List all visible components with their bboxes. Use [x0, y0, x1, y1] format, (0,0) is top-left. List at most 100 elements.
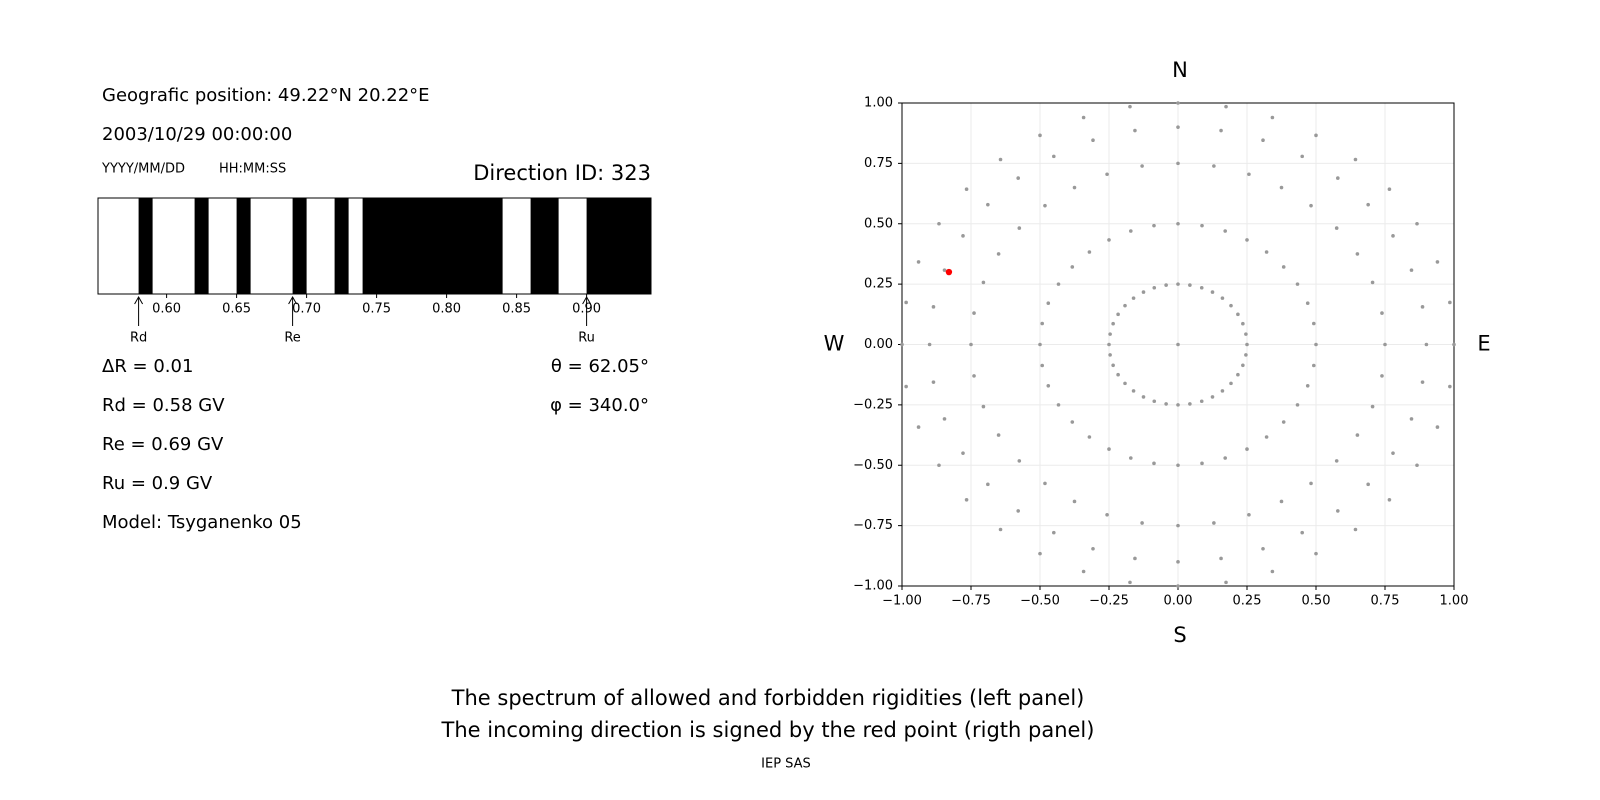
direction-point	[1133, 128, 1137, 133]
direction-point	[904, 300, 908, 305]
direction-point	[1366, 202, 1370, 207]
direction-point	[1070, 420, 1075, 424]
direction-point	[1311, 363, 1316, 368]
forbidden-band	[194, 198, 209, 294]
direction-point	[1133, 556, 1137, 561]
direction-point	[1387, 497, 1392, 502]
x-tick-label: −1.00	[882, 594, 922, 609]
x-tick-label: 0.00	[1164, 594, 1193, 609]
direction-point	[1043, 203, 1047, 208]
direction-point	[1152, 285, 1157, 290]
direction-point	[1176, 523, 1180, 528]
direction-point	[1072, 185, 1077, 190]
y-tick-label: 0.50	[864, 216, 893, 231]
forbidden-band	[586, 198, 651, 294]
direction-point	[1107, 447, 1111, 451]
direction-point	[1223, 229, 1227, 233]
direction-point	[1305, 301, 1310, 306]
direction-point	[1176, 161, 1180, 166]
y-tick-label: 0.00	[864, 337, 893, 352]
y-tick-label: 1.00	[864, 96, 893, 111]
info: φ = 340.0°	[550, 395, 649, 416]
direction-point	[1131, 389, 1136, 393]
direction-point	[1087, 250, 1092, 254]
direction-point	[1366, 482, 1370, 487]
direction-point	[996, 252, 1001, 256]
direction-point	[1176, 101, 1180, 105]
direction-point	[1334, 226, 1339, 230]
direction-point	[1108, 353, 1112, 357]
direction-point	[1229, 303, 1233, 308]
x-tick-label: 0.60	[152, 302, 181, 317]
direction-point	[1391, 451, 1395, 455]
direction-point	[1223, 456, 1227, 460]
direction-point	[1210, 395, 1215, 399]
direction-point	[1111, 321, 1115, 326]
compass-label: S	[1173, 623, 1186, 647]
direction-point	[981, 404, 986, 409]
direction-point	[1245, 342, 1249, 347]
direction-point	[1038, 551, 1042, 556]
direction-point	[1270, 115, 1275, 120]
direction-point	[1336, 176, 1340, 180]
direction-point	[1052, 530, 1056, 535]
direction-point	[1107, 342, 1111, 347]
direction-point	[1188, 283, 1192, 287]
direction-point	[1314, 342, 1318, 347]
forbidden-band	[138, 198, 153, 294]
direction-point	[1040, 363, 1045, 368]
direction-point	[1141, 290, 1146, 294]
info: ΔR = 0.01	[102, 356, 193, 377]
direction-point	[1300, 530, 1304, 535]
x-tick-label: 0.65	[222, 302, 251, 317]
direction-point	[1123, 381, 1127, 386]
direction-point	[961, 234, 965, 238]
direction-point	[1387, 187, 1392, 192]
direction-point	[1448, 300, 1452, 305]
x-tick-label: 1.00	[1440, 594, 1469, 609]
direction-point	[1279, 499, 1284, 504]
direction-point	[1176, 560, 1180, 564]
direction-point	[1210, 290, 1215, 294]
direction-point	[1355, 433, 1360, 437]
direction-point	[1131, 296, 1136, 300]
direction-point	[937, 463, 941, 468]
direction-point	[1219, 128, 1223, 133]
direction-point	[1212, 521, 1216, 525]
direction-point	[1435, 425, 1440, 429]
direction-point	[1314, 133, 1318, 138]
direction-point	[1017, 459, 1022, 463]
direction-point	[916, 260, 921, 264]
direction-id: Direction ID: 323	[473, 161, 651, 185]
direction-point	[1247, 512, 1251, 517]
direction-point	[1152, 223, 1156, 228]
direction-point	[1261, 138, 1265, 142]
direction-point	[942, 417, 947, 421]
x-tick-label: −0.75	[951, 594, 991, 609]
direction-point	[998, 527, 1003, 532]
caption: The incoming direction is signed by the …	[441, 718, 1095, 742]
time-format: HH:MM:SS	[219, 162, 286, 177]
compass-label: W	[824, 332, 845, 356]
datetime: 2003/10/29 00:00:00	[102, 124, 292, 145]
direction-point	[1355, 252, 1360, 256]
direction-point	[1370, 280, 1375, 285]
direction-point	[1247, 172, 1251, 177]
direction-point	[1176, 125, 1180, 129]
marker-label: Ru	[578, 331, 595, 346]
direction-point	[1176, 403, 1180, 407]
direction-point	[1220, 389, 1225, 393]
direction-point	[1281, 420, 1286, 424]
direction-point	[1244, 353, 1248, 357]
direction-point	[1188, 402, 1192, 406]
direction-point	[1108, 332, 1112, 336]
direction-point	[1309, 481, 1313, 486]
direction-point	[1176, 282, 1180, 286]
direction-point	[1116, 312, 1120, 317]
caption: The spectrum of allowed and forbidden ri…	[451, 686, 1085, 710]
x-tick-label: 0.70	[292, 302, 321, 317]
y-tick-label: −0.50	[853, 458, 893, 473]
direction-point	[1409, 268, 1414, 272]
direction-point	[1199, 285, 1204, 290]
direction-point	[1424, 342, 1429, 347]
